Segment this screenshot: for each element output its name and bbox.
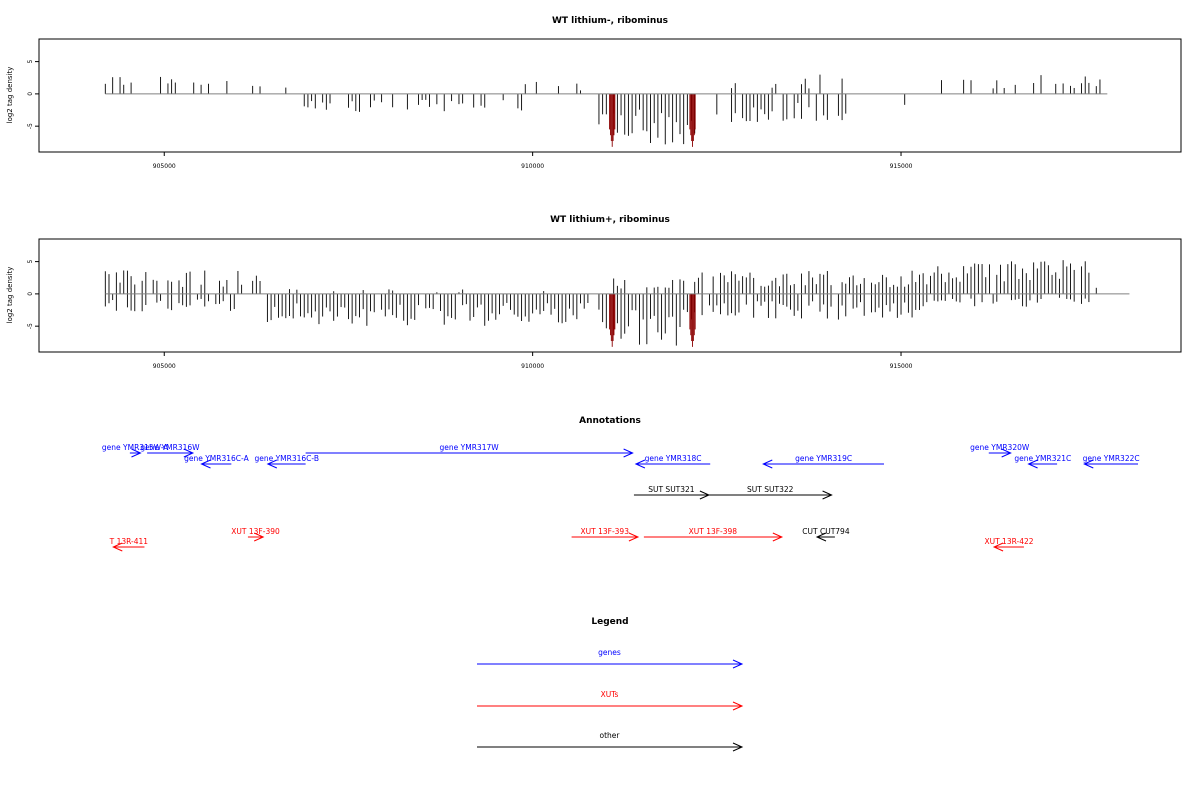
legend: Legend genes XUTs other (477, 617, 744, 752)
panel-2-y-axis-label: log2 tag density (6, 267, 14, 324)
arrow-head (131, 448, 142, 458)
arrow-head (815, 532, 827, 542)
annotation-gene: gene YMR322C (1083, 454, 1140, 469)
annotation-gene: gene YMR317W (305, 443, 634, 458)
annotation-xut: XUT 13F-398 (643, 527, 784, 542)
arrow-head (112, 542, 123, 552)
arrow-head (634, 459, 646, 469)
x-tick-label: 905000 (153, 363, 176, 370)
x-tick-label: 915000 (890, 163, 913, 170)
arrow-head (822, 490, 833, 500)
panel-1-plot-frame (38, 38, 1182, 153)
annotation-gene: gene YMR316C-B (254, 454, 319, 469)
panel-2-bars (104, 260, 1097, 347)
arrow-head (772, 532, 784, 542)
legend-label: XUTs (601, 690, 619, 699)
annotation-label: gene YMR316W (140, 443, 200, 452)
annotation-label: XUT 13F-390 (231, 527, 280, 536)
annotation-label: XUT 13R-422 (984, 537, 1033, 546)
y-tick-label: -5 (27, 123, 34, 129)
annotation-gene: gene YMR319C (762, 454, 884, 469)
legend-label: other (600, 731, 621, 740)
panel-1-y-axis-label: log2 tag density (6, 67, 14, 124)
x-tick-label: 915000 (890, 363, 913, 370)
annotation-label: gene YMR316C-B (254, 454, 319, 463)
arrow-head (1027, 459, 1038, 469)
arrow-head (732, 659, 744, 669)
annotation-label: SUT SUT322 (747, 485, 794, 494)
legend-item-gene: genes (477, 648, 744, 669)
annotation-xut: XUT 13F-393 (571, 527, 640, 542)
annotation-xut: XUT 13R-422 (984, 537, 1034, 552)
annotation-label: gene YMR319C (795, 454, 852, 463)
annotation-label: XUT 13F-398 (689, 527, 738, 536)
arrow-head (183, 448, 195, 458)
y-tick-label: -5 (27, 323, 34, 329)
annotation-gene: gene YMR315W-A (102, 443, 169, 458)
y-tick-label: 0 (27, 292, 34, 296)
annotation-label: T 13R-411 (109, 537, 149, 546)
annotation-label: gene YMR321C (1014, 454, 1071, 463)
legend-item-xut: XUTs (477, 690, 744, 711)
y-tick-label: 5 (27, 60, 34, 64)
annotation-gene: gene YMR320W (970, 443, 1030, 458)
annotation-label: CUT CUT794 (802, 527, 850, 536)
annotation-label: gene YMR322C (1083, 454, 1140, 463)
x-tick-label: 910000 (521, 363, 544, 370)
panel-2-axes: 905000 910000 915000 5 0 -5 (27, 260, 1130, 370)
y-tick-label: 0 (27, 92, 34, 96)
panel-lithium-minus: WT lithium-, ribominus log2 tag density … (6, 16, 1182, 170)
y-tick-label: 5 (27, 260, 34, 264)
panel-2-title: WT lithium+, ribominus (550, 215, 670, 225)
annotation-label: gene YMR315W-A (102, 443, 169, 452)
annotation-gene: gene YMR318C (634, 454, 711, 469)
arrow-head (732, 742, 744, 752)
annotation-gene: gene YMR316C-A (184, 454, 250, 469)
panel-1-axes: 905000 910000 915000 5 0 -5 (27, 60, 1108, 170)
annotations-title: Annotations (579, 416, 641, 426)
annotation-other: SUT SUT321 (633, 485, 711, 500)
legend-title: Legend (591, 617, 628, 627)
annotation-xut: XUT 13F-390 (231, 527, 280, 542)
annotation-label: gene YMR320W (970, 443, 1030, 452)
annotation-label: gene YMR318C (645, 454, 702, 463)
legend-items: genes XUTs other (477, 648, 744, 752)
arrow-head (623, 448, 634, 458)
panel-1-bars (104, 74, 1101, 147)
arrow-head (266, 459, 278, 469)
x-tick-label: 910000 (521, 163, 544, 170)
arrow-head (732, 701, 744, 711)
arrow-head (628, 532, 640, 542)
annotation-label: XUT 13F-393 (581, 527, 630, 536)
arrow-head (253, 532, 265, 542)
panel-2-plot-frame (38, 238, 1182, 353)
annotation-xut: T 13R-411 (109, 537, 149, 552)
legend-label: genes (598, 648, 621, 657)
arrow-head (762, 459, 773, 469)
annotation-label: gene YMR316C-A (184, 454, 249, 463)
panel-lithium-plus: WT lithium+, ribominus log2 tag density … (6, 215, 1182, 370)
annotation-gene: gene YMR321C (1014, 454, 1071, 469)
annotation-label: gene YMR317W (440, 443, 500, 452)
annotation-other: SUT SUT322 (708, 485, 833, 500)
annotation-label: SUT SUT321 (648, 485, 695, 494)
annotation-gene: gene YMR316W (140, 443, 200, 458)
arrow-head (1083, 459, 1094, 469)
arrow-head (1001, 448, 1012, 458)
annotation-other: CUT CUT794 (802, 527, 850, 542)
arrow-head (200, 459, 211, 469)
panel-1-title: WT lithium-, ribominus (552, 16, 668, 26)
legend-item-other: other (477, 731, 744, 752)
arrow-head (992, 542, 1004, 552)
x-tick-label: 905000 (153, 163, 176, 170)
